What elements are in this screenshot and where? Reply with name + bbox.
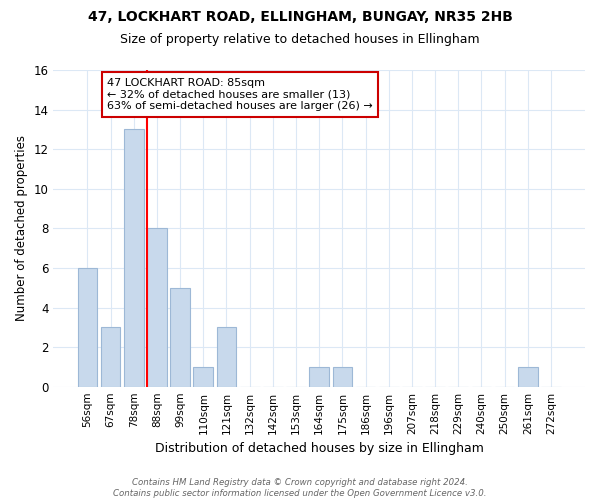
Text: 47 LOCKHART ROAD: 85sqm
← 32% of detached houses are smaller (13)
63% of semi-de: 47 LOCKHART ROAD: 85sqm ← 32% of detache… [107,78,373,111]
Y-axis label: Number of detached properties: Number of detached properties [15,136,28,322]
Bar [77,268,97,386]
Bar [217,328,236,386]
Bar [101,328,121,386]
Text: Contains HM Land Registry data © Crown copyright and database right 2024.
Contai: Contains HM Land Registry data © Crown c… [113,478,487,498]
Text: 47, LOCKHART ROAD, ELLINGHAM, BUNGAY, NR35 2HB: 47, LOCKHART ROAD, ELLINGHAM, BUNGAY, NR… [88,10,512,24]
X-axis label: Distribution of detached houses by size in Ellingham: Distribution of detached houses by size … [155,442,484,455]
Bar [193,367,213,386]
Bar [170,288,190,386]
Bar [147,228,167,386]
Text: Size of property relative to detached houses in Ellingham: Size of property relative to detached ho… [120,32,480,46]
Bar [332,367,352,386]
Bar [518,367,538,386]
Bar [124,130,143,386]
Bar [310,367,329,386]
